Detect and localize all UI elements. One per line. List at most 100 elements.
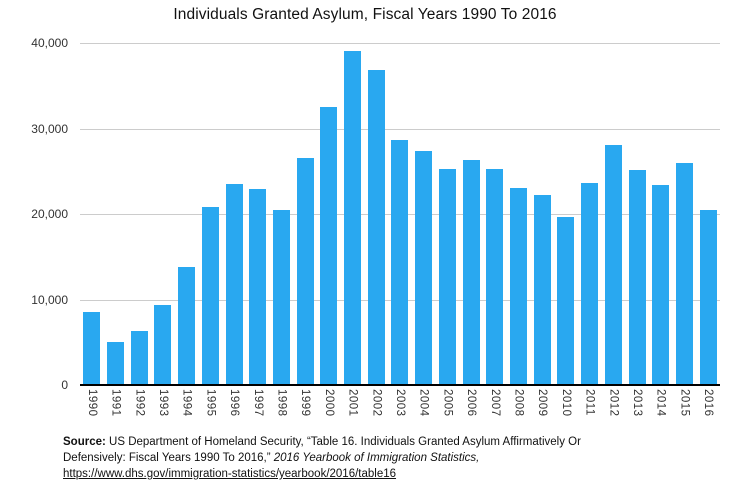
bar-1993 — [154, 304, 172, 385]
x-tick-2016: 2016 — [702, 389, 715, 417]
x-tick-slot-2009: 2009 — [530, 389, 554, 417]
x-tick-slot-2013: 2013 — [625, 389, 649, 417]
x-tick-slot-1999: 1999 — [293, 389, 317, 417]
x-tick-slot-2016: 2016 — [696, 389, 720, 417]
bar-2000 — [320, 107, 338, 385]
bar-1996 — [225, 184, 243, 385]
source-note: Source: US Department of Homeland Securi… — [63, 434, 625, 482]
x-tick-2009: 2009 — [536, 389, 549, 417]
x-tick-slot-2015: 2015 — [673, 389, 697, 417]
bar-1992 — [130, 331, 148, 385]
bar-2012 — [604, 144, 622, 385]
x-tick-slot-2005: 2005 — [436, 389, 460, 417]
bar-slot-1991 — [104, 43, 128, 385]
bar-slot-1997 — [246, 43, 270, 385]
x-tick-2003: 2003 — [393, 389, 406, 417]
bar-slot-2014 — [649, 43, 673, 385]
bar-1999 — [296, 157, 314, 385]
x-tick-1991: 1991 — [109, 389, 122, 417]
bar-1990 — [83, 312, 101, 385]
x-tick-slot-1992: 1992 — [127, 389, 151, 417]
bar-slot-1993 — [151, 43, 175, 385]
bar-2013 — [628, 170, 646, 385]
x-axis-labels: 1990 1991 1992 1993 1994 1995 1996 1997 1998 1999… — [80, 389, 720, 417]
bar-slot-1995 — [199, 43, 223, 385]
x-tick-slot-1990: 1990 — [80, 389, 104, 417]
x-tick-2010: 2010 — [559, 389, 572, 417]
gridline-30000 — [80, 128, 720, 130]
x-tick-2013: 2013 — [631, 389, 644, 417]
x-tick-2012: 2012 — [607, 389, 620, 417]
x-tick-slot-1994: 1994 — [175, 389, 199, 417]
source-link[interactable]: https://www.dhs.gov/immigration-statisti… — [63, 468, 397, 480]
bar-2001 — [344, 50, 362, 385]
x-tick-2015: 2015 — [678, 389, 691, 417]
y-tick-10000: 10,000 — [31, 292, 68, 307]
bar-slot-2001 — [341, 43, 365, 385]
bar-slot-1996 — [222, 43, 246, 385]
x-tick-slot-2010: 2010 — [554, 389, 578, 417]
bar-slot-2003 — [388, 43, 412, 385]
x-tick-slot-1996: 1996 — [222, 389, 246, 417]
x-tick-1996: 1996 — [228, 389, 241, 417]
x-tick-2002: 2002 — [370, 389, 383, 417]
x-tick-2005: 2005 — [441, 389, 454, 417]
x-tick-2000: 2000 — [322, 389, 335, 417]
bar-2006 — [462, 160, 480, 385]
x-tick-1994: 1994 — [180, 389, 193, 417]
x-tick-slot-2004: 2004 — [412, 389, 436, 417]
x-tick-2006: 2006 — [465, 389, 478, 417]
x-tick-slot-2008: 2008 — [507, 389, 531, 417]
x-tick-1993: 1993 — [156, 389, 169, 417]
x-tick-2014: 2014 — [654, 389, 667, 417]
bar-1991 — [107, 342, 125, 385]
x-tick-1992: 1992 — [133, 389, 146, 417]
y-tick-30000: 30,000 — [31, 121, 68, 136]
bar-slot-2007 — [483, 43, 507, 385]
bar-2016 — [699, 209, 717, 385]
bar-slot-2012 — [601, 43, 625, 385]
x-tick-1990: 1990 — [85, 389, 98, 417]
x-tick-slot-2014: 2014 — [649, 389, 673, 417]
x-tick-slot-1998: 1998 — [270, 389, 294, 417]
bar-slot-2009 — [530, 43, 554, 385]
bar-2005 — [438, 168, 456, 385]
x-tick-slot-1997: 1997 — [246, 389, 270, 417]
x-tick-1999: 1999 — [299, 389, 312, 417]
x-tick-slot-1993: 1993 — [151, 389, 175, 417]
x-tick-slot-1991: 1991 — [104, 389, 128, 417]
x-tick-2001: 2001 — [346, 389, 359, 417]
bar-1998 — [272, 209, 290, 385]
x-tick-slot-1995: 1995 — [199, 389, 223, 417]
bars-container — [80, 43, 720, 385]
bar-slot-1990 — [80, 43, 104, 385]
y-tick-40000: 40,000 — [31, 36, 68, 50]
x-tick-slot-2000: 2000 — [317, 389, 341, 417]
x-tick-1998: 1998 — [275, 389, 288, 417]
bar-2009 — [533, 195, 551, 385]
bar-slot-2008 — [507, 43, 531, 385]
source-text: US Department of Homeland Security, “Tab… — [63, 436, 581, 464]
bar-slot-2002 — [364, 43, 388, 385]
x-tick-1997: 1997 — [251, 389, 264, 417]
x-tick-2008: 2008 — [512, 389, 525, 417]
bar-2002 — [367, 69, 385, 385]
bar-1995 — [201, 207, 219, 385]
x-tick-slot-2001: 2001 — [341, 389, 365, 417]
bar-slot-1992 — [127, 43, 151, 385]
source-label: Source: — [63, 436, 106, 448]
bar-1994 — [178, 267, 196, 385]
bar-slot-2011 — [578, 43, 602, 385]
bar-2011 — [581, 183, 599, 385]
y-axis: 40,000 30,000 20,000 10,000 0 — [0, 36, 68, 392]
bar-slot-1994 — [175, 43, 199, 385]
bar-slot-2006 — [459, 43, 483, 385]
x-tick-slot-2002: 2002 — [364, 389, 388, 417]
bar-2008 — [510, 188, 527, 385]
bar-slot-1998 — [270, 43, 294, 385]
x-tick-1995: 1995 — [204, 389, 217, 417]
bar-2007 — [486, 168, 504, 385]
bar-slot-2010 — [554, 43, 578, 385]
source-italic-title: 2016 Yearbook of Immigration Statistics, — [273, 452, 480, 464]
